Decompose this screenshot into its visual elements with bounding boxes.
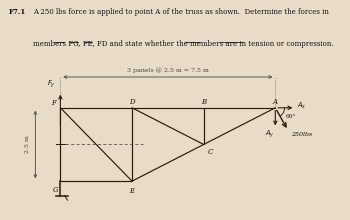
Text: F7.1: F7.1 xyxy=(9,8,26,16)
Text: $F_y$: $F_y$ xyxy=(48,79,56,90)
Text: $A_y$: $A_y$ xyxy=(265,128,275,140)
Text: 3 panels @ 2.5 m = 7.5 m: 3 panels @ 2.5 m = 7.5 m xyxy=(127,67,209,73)
Text: A: A xyxy=(273,98,278,106)
Text: members FG, FE, FD and state whether the members are in tension or compression.: members FG, FE, FD and state whether the… xyxy=(33,40,334,48)
Text: A 250 lbs force is applied to point A of the truss as shown.  Determine the forc: A 250 lbs force is applied to point A of… xyxy=(33,8,329,16)
Text: G: G xyxy=(52,186,58,194)
Text: 2.5 m: 2.5 m xyxy=(25,136,30,153)
Text: $A_x$: $A_x$ xyxy=(298,101,307,111)
Text: F: F xyxy=(51,99,56,107)
Text: C: C xyxy=(208,148,213,156)
Text: 60°: 60° xyxy=(285,114,296,119)
Text: E: E xyxy=(130,187,135,195)
Text: B: B xyxy=(201,98,206,106)
Text: D: D xyxy=(129,98,135,106)
Text: 250lbs: 250lbs xyxy=(291,132,312,137)
